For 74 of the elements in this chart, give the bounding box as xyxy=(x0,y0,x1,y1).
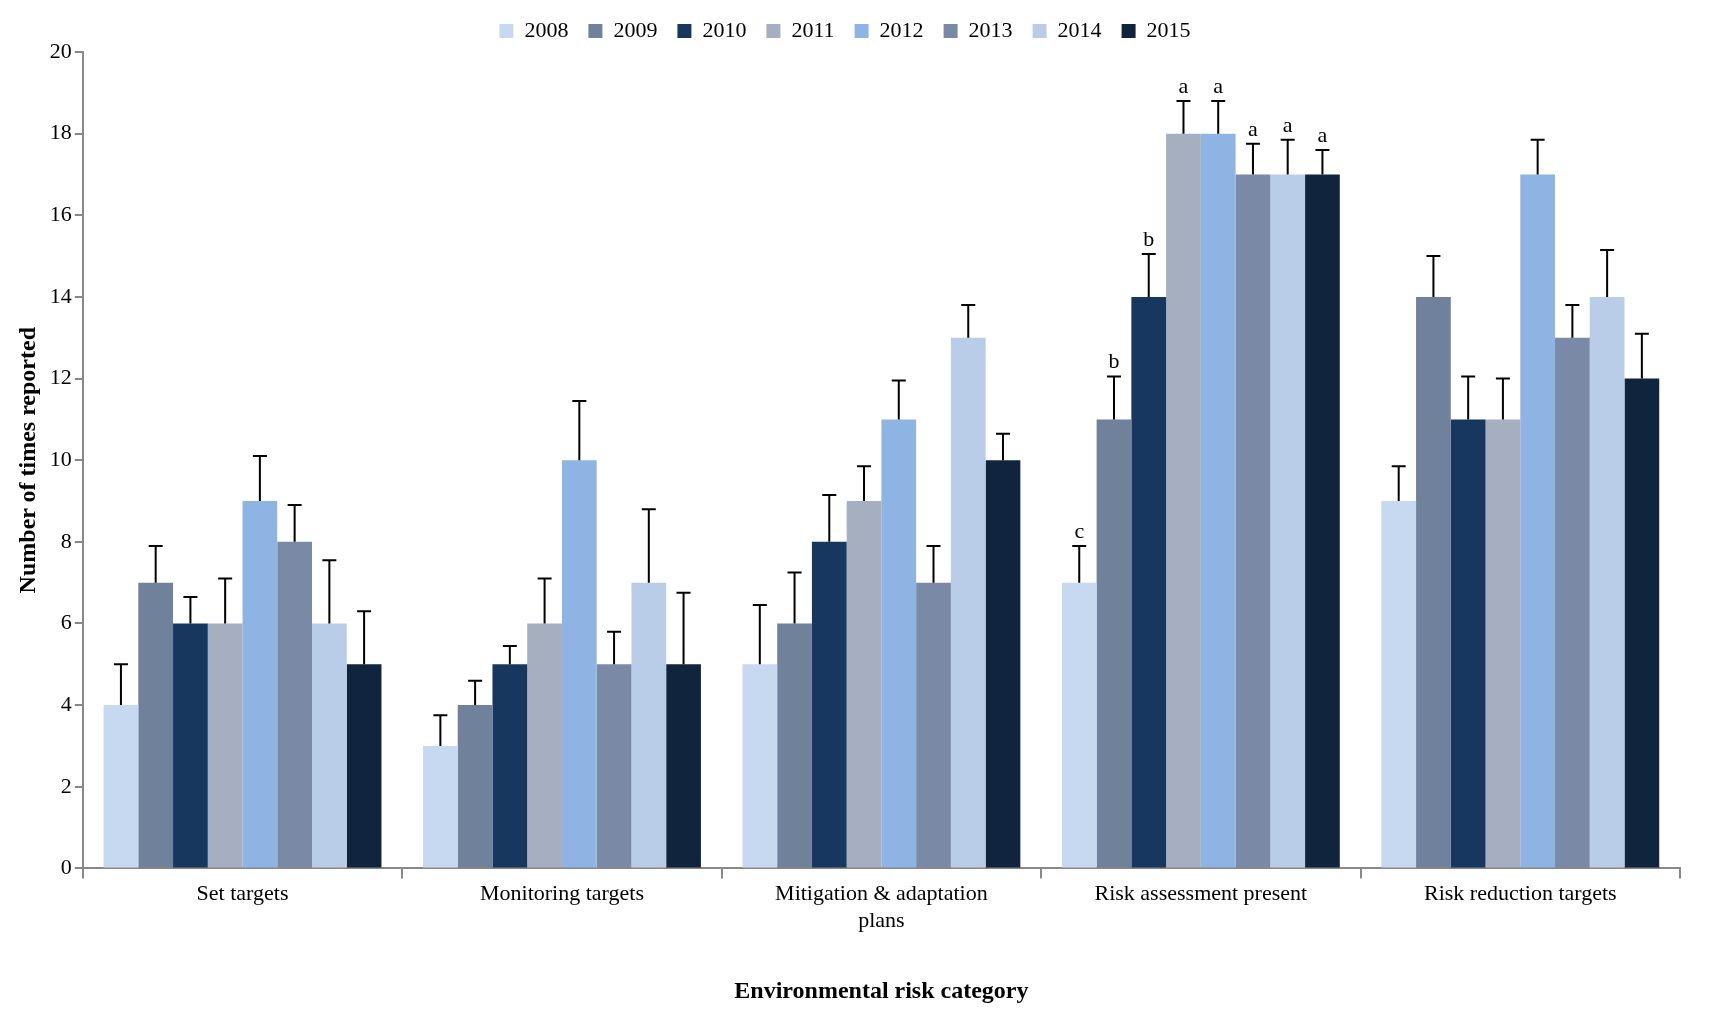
bar xyxy=(596,664,632,868)
legend-label: 2012 xyxy=(879,16,924,42)
legend-label: 2015 xyxy=(1146,16,1191,42)
x-tick-label: Monitoring targets xyxy=(479,880,644,906)
bar xyxy=(1061,582,1097,868)
bar xyxy=(277,541,312,868)
y-tick-label: 2 xyxy=(60,772,72,798)
bar xyxy=(138,582,174,868)
bar xyxy=(423,745,458,868)
bar xyxy=(527,623,562,868)
data-label: a xyxy=(1317,121,1328,147)
legend-label: 2011 xyxy=(791,16,835,42)
data-label: a xyxy=(1213,72,1224,98)
data-label: a xyxy=(1248,115,1259,141)
bar xyxy=(811,541,847,868)
x-tick-label: Risk assessment present xyxy=(1094,880,1308,906)
legend-label: 2014 xyxy=(1057,16,1102,42)
legend-label: 2010 xyxy=(702,16,747,42)
legend-label: 2013 xyxy=(968,16,1013,42)
legend-label: 2008 xyxy=(524,16,569,42)
data-label: b xyxy=(1143,225,1155,251)
bar xyxy=(1131,296,1167,868)
x-tick-label: Mitigation & adaptation plans xyxy=(775,880,988,932)
bar xyxy=(1450,419,1486,868)
bar xyxy=(1270,174,1306,868)
y-tick-label: 6 xyxy=(60,609,72,635)
bar xyxy=(1381,501,1417,868)
bar xyxy=(1589,296,1625,868)
bar xyxy=(1624,378,1660,868)
legend-label: 2009 xyxy=(613,16,658,42)
data-label: a xyxy=(1282,111,1293,137)
y-tick-label: 12 xyxy=(49,364,72,390)
bar xyxy=(346,664,382,868)
bar xyxy=(777,623,812,868)
bar xyxy=(1166,133,1201,868)
bar xyxy=(1235,174,1271,868)
bar xyxy=(1555,337,1590,868)
bar xyxy=(666,664,701,868)
bar xyxy=(1200,133,1236,868)
bar xyxy=(1416,296,1451,868)
bar xyxy=(1305,174,1340,868)
bar xyxy=(242,501,278,868)
bar xyxy=(985,460,1021,868)
bar xyxy=(492,664,528,868)
bar xyxy=(881,419,917,868)
y-axis-title: Number of times reported xyxy=(13,326,40,594)
y-tick-label: 0 xyxy=(60,854,72,880)
bar xyxy=(457,705,493,868)
bar xyxy=(312,623,347,868)
x-axis-title: Environmental risk category xyxy=(734,976,1029,1003)
bar xyxy=(173,623,208,868)
bar xyxy=(742,664,778,868)
x-tick-label: Risk reduction targets xyxy=(1423,880,1617,906)
bar xyxy=(1096,419,1132,868)
y-tick-label: 4 xyxy=(60,690,72,716)
data-label: c xyxy=(1074,517,1085,543)
bar xyxy=(631,582,667,868)
y-tick-label: 8 xyxy=(60,527,72,553)
y-tick-label: 14 xyxy=(49,282,72,308)
bar xyxy=(1485,419,1521,868)
bar xyxy=(846,501,882,868)
y-tick-label: 20 xyxy=(49,37,72,63)
bar xyxy=(1520,174,1556,868)
bar xyxy=(561,460,597,868)
y-tick-label: 10 xyxy=(49,445,72,471)
bar xyxy=(950,337,986,868)
y-tick-label: 18 xyxy=(49,119,72,145)
data-label: b xyxy=(1108,348,1120,374)
bar xyxy=(103,705,139,868)
x-tick-label: Set targets xyxy=(196,880,289,906)
bar xyxy=(207,623,243,868)
bar xyxy=(916,582,951,868)
y-tick-label: 16 xyxy=(49,201,72,227)
data-label: a xyxy=(1178,72,1189,98)
